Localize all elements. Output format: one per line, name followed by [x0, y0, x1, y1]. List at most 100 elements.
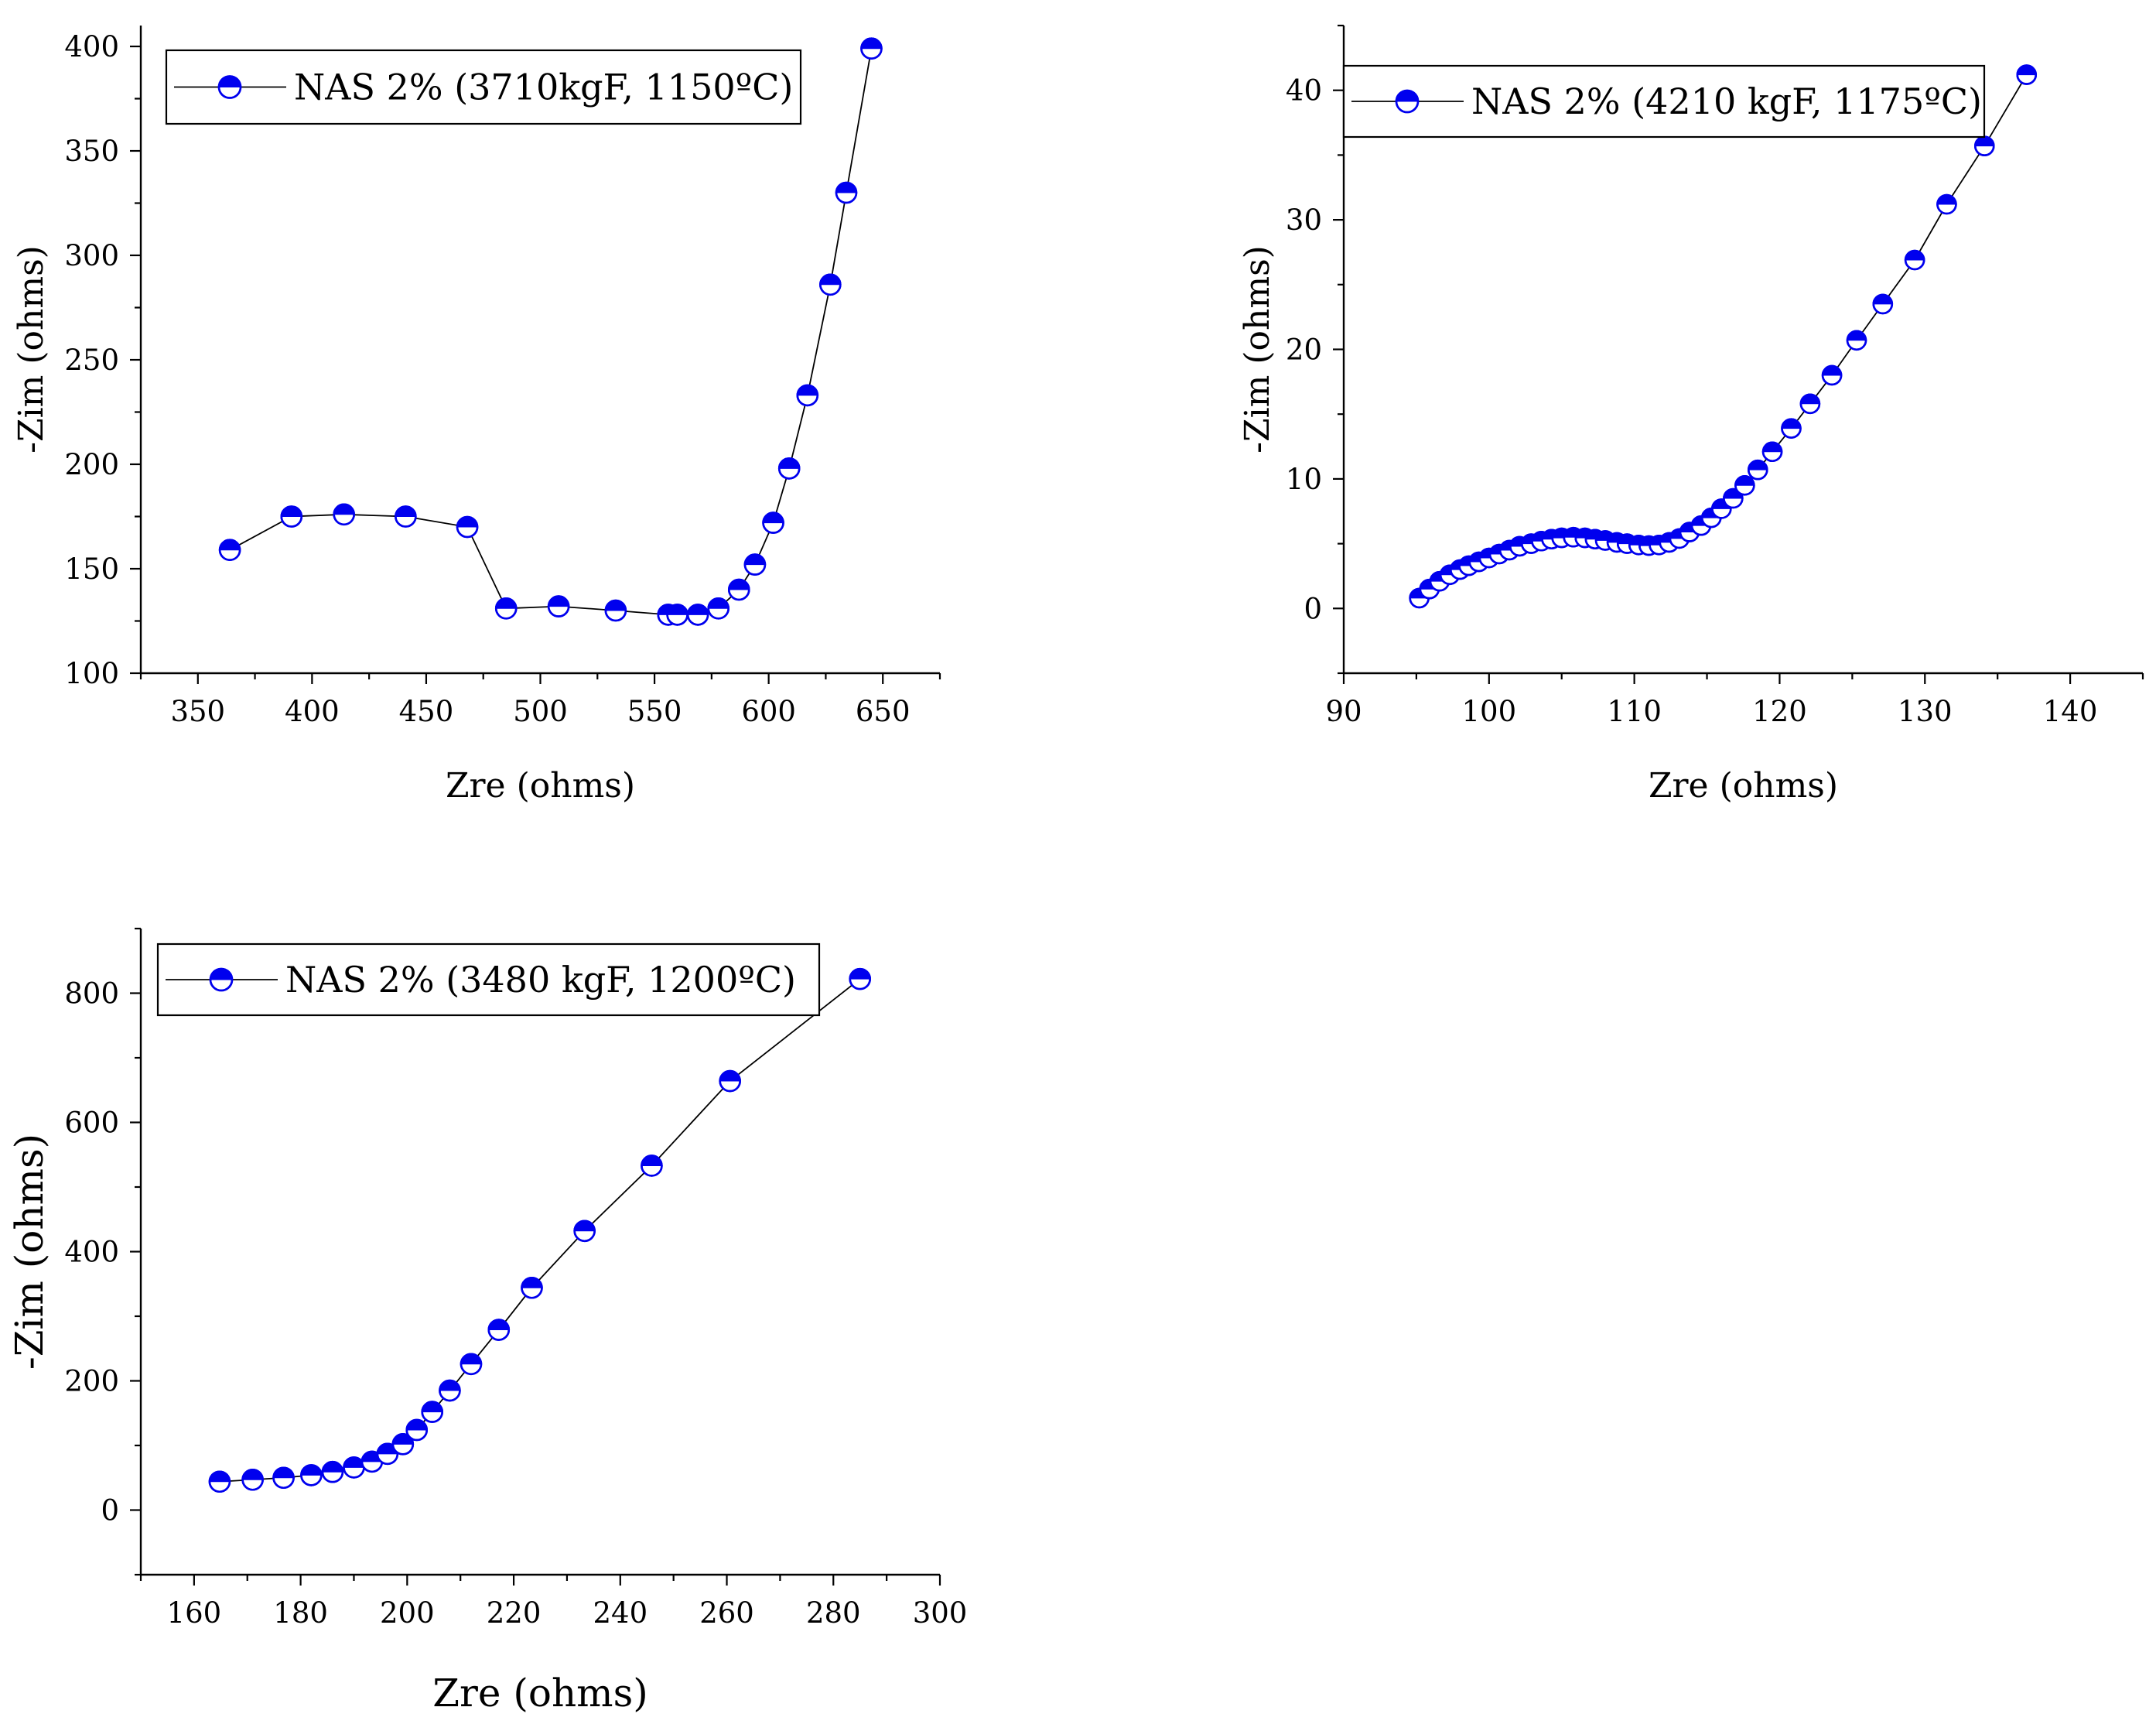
legend-label: NAS 2% (3710kgF, 1150ºC) — [294, 67, 793, 108]
x-tick-label: 240 — [593, 1596, 647, 1630]
data-point — [1734, 474, 1755, 496]
x-tick-label: 650 — [856, 695, 911, 728]
y-tick-label: 400 — [64, 30, 119, 63]
data-point — [321, 1460, 344, 1483]
data-point — [1846, 330, 1867, 351]
x-axis-title: Zre (ohms) — [432, 1671, 648, 1716]
data-point-outline — [494, 597, 518, 620]
y-tick-label: 250 — [64, 344, 119, 377]
x-tick-label: 300 — [913, 1596, 968, 1630]
data-point — [727, 578, 750, 601]
data-point — [241, 1468, 264, 1491]
data-point-outline — [333, 503, 355, 526]
data-point — [1781, 418, 1802, 439]
legend-label: NAS 2% (4210 kgF, 1175ºC) — [1471, 80, 1982, 122]
data-point-outline — [487, 1319, 511, 1341]
data-point-outline — [1781, 418, 1802, 439]
data-point-outline — [460, 1353, 483, 1376]
data-point-outline — [272, 1466, 295, 1490]
data-point-outline — [762, 511, 784, 534]
data-point — [487, 1319, 511, 1341]
y-tick-label: 10 — [1286, 463, 1322, 496]
legend-label: NAS 2% (3480 kgF, 1200ºC) — [285, 959, 796, 1001]
y-axis-title: -Zim (ohms) — [1238, 245, 1277, 453]
data-point-outline — [1747, 459, 1768, 481]
data-point-fill — [242, 1469, 264, 1480]
data-point — [208, 1470, 231, 1493]
x-tick-label: 140 — [2043, 695, 2098, 728]
data-point-outline — [321, 1460, 344, 1483]
data-point-outline — [1821, 364, 1843, 386]
data-point-outline — [1872, 293, 1894, 315]
data-point-outline — [300, 1464, 323, 1486]
data-point — [300, 1464, 323, 1486]
data-point-fill — [605, 600, 627, 611]
data-point-outline — [241, 1468, 264, 1491]
x-tick-label: 90 — [1325, 695, 1362, 728]
y-tick-label: 300 — [64, 239, 119, 272]
data-point-outline — [1711, 498, 1732, 519]
data-point-outline — [521, 1276, 543, 1299]
data-point-fill — [687, 604, 709, 615]
data-point — [1761, 441, 1783, 463]
x-tick-label: 160 — [167, 1596, 222, 1630]
x-tick-label: 180 — [273, 1596, 328, 1630]
data-point-outline — [405, 1418, 429, 1442]
x-tick-label: 350 — [170, 695, 225, 728]
data-point — [641, 1155, 663, 1177]
data-point-fill — [395, 506, 416, 517]
x-tick-label: 600 — [741, 695, 796, 728]
x-tick-label: 400 — [285, 695, 340, 728]
y-tick-label: 30 — [1286, 204, 1322, 237]
x-tick-label: 200 — [380, 1596, 435, 1630]
data-point-outline — [395, 505, 417, 528]
x-axis-title: Zre (ohms) — [446, 766, 635, 806]
data-point — [521, 1276, 543, 1299]
y-axis-title: -Zim (ohms) — [7, 1134, 52, 1370]
data-point — [460, 1353, 483, 1376]
data-point — [796, 384, 819, 407]
x-tick-label: 280 — [806, 1596, 861, 1630]
data-point-fill — [456, 516, 478, 528]
legend: NAS 2% (3710kgF, 1150ºC) — [165, 49, 802, 125]
data-point — [494, 597, 518, 620]
y-tick-label: 40 — [1286, 74, 1322, 108]
data-point-fill — [797, 385, 818, 396]
data-point-fill — [219, 539, 241, 551]
data-point-fill — [300, 1464, 322, 1476]
y-tick-label: 600 — [64, 1107, 119, 1140]
data-point — [835, 181, 858, 204]
data-point-outline — [547, 595, 570, 617]
data-point-outline — [1723, 487, 1744, 509]
data-point-outline — [208, 1470, 231, 1493]
x-tick-label: 120 — [1752, 695, 1807, 728]
data-point — [217, 75, 242, 99]
data-point — [604, 599, 627, 622]
data-point-fill — [849, 968, 871, 980]
y-tick-label: 20 — [1286, 334, 1322, 367]
y-tick-label: 100 — [64, 657, 119, 690]
data-point — [849, 967, 871, 990]
x-tick-label: 260 — [699, 1596, 754, 1630]
data-point — [547, 595, 570, 617]
data-point — [1723, 487, 1744, 509]
data-point — [1904, 249, 1925, 271]
data-point-fill — [333, 504, 355, 515]
chart-panel-3: 160 180 200 220 240 260 280 300 0 200 400 600 800 Zre… — [7, 927, 968, 1716]
data-point-outline — [849, 967, 871, 990]
y-tick-label: 0 — [1304, 592, 1322, 625]
data-point — [218, 539, 241, 562]
data-point — [573, 1220, 596, 1243]
data-point-fill — [548, 596, 569, 607]
data-point-fill — [273, 1467, 295, 1479]
data-point — [743, 553, 767, 576]
data-point-outline — [707, 597, 730, 620]
data-point — [209, 967, 234, 992]
data-point — [1747, 459, 1768, 481]
data-point-outline — [218, 539, 241, 562]
data-point-outline — [860, 37, 883, 60]
data-point-fill — [763, 512, 784, 524]
data-point-fill — [708, 597, 729, 609]
data-point — [456, 515, 479, 539]
data-point — [1973, 135, 1995, 156]
